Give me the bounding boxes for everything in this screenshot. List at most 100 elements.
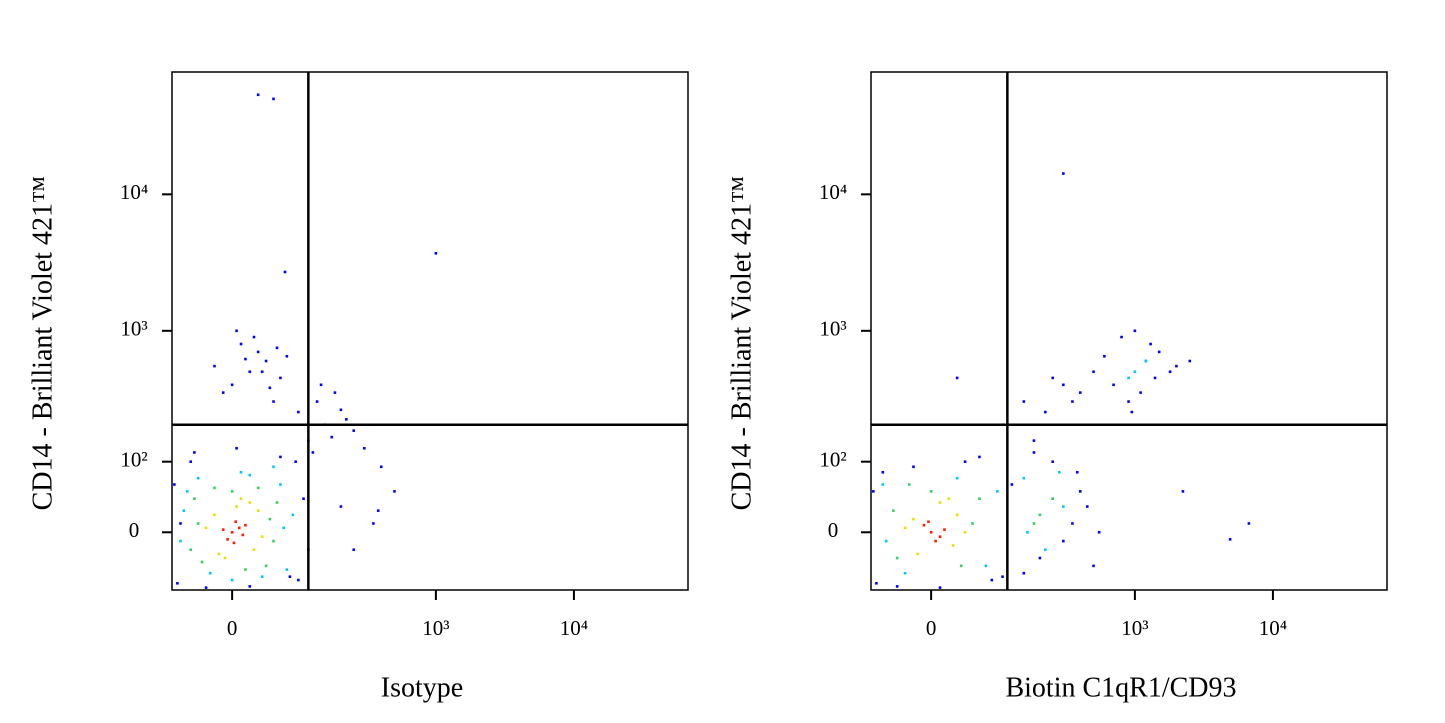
event-dot xyxy=(1153,376,1157,380)
event-dot xyxy=(1058,470,1061,474)
event-dot xyxy=(226,538,229,541)
event-dot xyxy=(244,357,247,361)
event-dot xyxy=(1168,370,1172,374)
event-dot xyxy=(959,564,963,568)
event-dot xyxy=(881,470,885,474)
event-dot xyxy=(895,585,899,588)
event-dot xyxy=(1144,359,1148,363)
event-dot xyxy=(1127,400,1130,403)
event-dot xyxy=(352,429,356,432)
event-dot xyxy=(288,575,292,578)
event-dot xyxy=(912,517,915,521)
event-dot xyxy=(1051,497,1055,501)
event-dot xyxy=(275,501,279,504)
x-tick-label: 10³ xyxy=(422,616,449,640)
event-dot xyxy=(1112,383,1115,387)
event-dot xyxy=(297,578,300,582)
event-dot xyxy=(379,465,383,469)
event-dot xyxy=(189,460,193,463)
event-dot xyxy=(213,513,216,517)
event-dot xyxy=(230,383,234,387)
y-tick-label: 10³ xyxy=(819,317,846,341)
event-dot xyxy=(872,490,875,493)
event-dot xyxy=(912,465,915,469)
event-dot xyxy=(1032,439,1036,442)
x-tick-label: 10³ xyxy=(1121,616,1148,640)
event-dot xyxy=(248,585,252,588)
event-dot xyxy=(1026,530,1029,534)
event-dot xyxy=(1032,451,1036,454)
event-dot xyxy=(903,526,907,530)
event-dot xyxy=(1051,460,1055,463)
event-dot xyxy=(1133,329,1137,333)
event-dot xyxy=(1022,476,1026,480)
event-dot xyxy=(235,446,238,450)
event-dot xyxy=(963,460,967,463)
event-dot xyxy=(372,522,375,525)
event-dot xyxy=(903,571,907,575)
event-dot xyxy=(294,460,297,463)
event-dot xyxy=(971,522,974,525)
event-dot xyxy=(1062,172,1065,175)
event-dot xyxy=(260,535,264,539)
event-dot xyxy=(1001,575,1004,578)
event-dot xyxy=(916,552,920,556)
event-dot xyxy=(241,533,245,537)
event-dot xyxy=(260,575,264,578)
event-dot xyxy=(393,490,396,493)
event-dot xyxy=(213,364,216,368)
event-dot xyxy=(193,451,196,454)
event-dot xyxy=(938,535,942,539)
event-dot xyxy=(244,523,247,527)
event-dot xyxy=(1139,391,1142,394)
event-dot xyxy=(892,509,895,512)
event-dot xyxy=(1071,400,1074,403)
event-dot xyxy=(204,586,208,589)
event-dot xyxy=(297,410,300,414)
event-dot xyxy=(1078,490,1082,493)
event-dot xyxy=(244,568,247,571)
y-tick-label: 0 xyxy=(828,518,839,542)
event-dot xyxy=(339,505,343,508)
y-tick-label: 10² xyxy=(819,447,846,471)
event-dot xyxy=(1044,548,1047,552)
event-dot xyxy=(1010,483,1014,486)
event-dot xyxy=(193,497,196,501)
event-dot xyxy=(1127,376,1130,380)
event-dot xyxy=(938,501,942,504)
event-dot xyxy=(1022,571,1026,575)
event-dot xyxy=(1032,522,1036,525)
event-dot xyxy=(185,490,189,493)
event-dot xyxy=(1181,490,1185,493)
event-dot xyxy=(264,564,268,568)
event-dot xyxy=(256,486,260,490)
event-dot xyxy=(352,548,356,552)
event-dot xyxy=(929,530,933,534)
event-dot xyxy=(279,483,282,486)
plot-frame xyxy=(171,71,689,591)
event-dot xyxy=(1175,364,1178,368)
event-dot xyxy=(376,509,380,512)
event-dot xyxy=(221,528,225,531)
event-dot xyxy=(955,376,959,380)
event-dot xyxy=(264,359,268,363)
event-dot xyxy=(260,370,264,374)
event-dot xyxy=(978,455,981,459)
event-dot xyxy=(279,376,282,380)
event-dot xyxy=(984,564,988,568)
event-dot xyxy=(248,501,252,504)
event-dot xyxy=(1228,538,1232,541)
event-dot xyxy=(311,451,315,454)
x-tick-label: 0 xyxy=(926,616,937,640)
event-dot xyxy=(938,586,942,589)
event-dot xyxy=(1044,410,1047,414)
event-dot xyxy=(1133,370,1137,374)
event-dot xyxy=(196,476,200,480)
event-dot xyxy=(223,556,227,560)
event-dot xyxy=(978,497,981,501)
event-dot xyxy=(1038,513,1042,517)
event-dot xyxy=(884,539,888,543)
event-dot xyxy=(239,497,243,501)
event-dot xyxy=(272,539,275,543)
event-dot xyxy=(256,509,260,512)
